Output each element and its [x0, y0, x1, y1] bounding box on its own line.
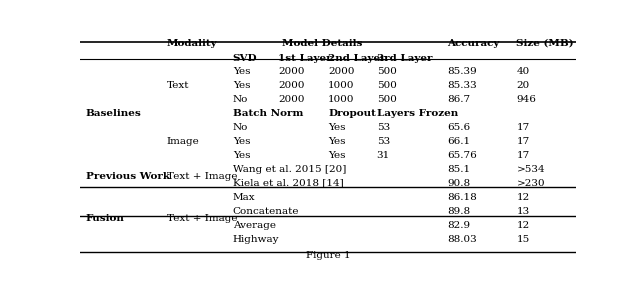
Text: 82.9: 82.9 — [447, 221, 470, 230]
Text: 13: 13 — [516, 207, 530, 216]
Text: 31: 31 — [376, 151, 390, 160]
Text: 17: 17 — [516, 151, 530, 160]
Text: 12: 12 — [516, 221, 530, 230]
Text: Figure 1: Figure 1 — [306, 251, 350, 260]
Text: Yes: Yes — [233, 67, 250, 76]
Text: Yes: Yes — [233, 137, 250, 146]
Text: Wang et al. 2015 [20]: Wang et al. 2015 [20] — [233, 165, 346, 174]
Text: 2000: 2000 — [328, 67, 355, 76]
Text: 15: 15 — [516, 235, 530, 244]
Text: 53: 53 — [376, 137, 390, 146]
Text: 2000: 2000 — [278, 95, 305, 104]
Text: 17: 17 — [516, 123, 530, 132]
Text: 90.8: 90.8 — [447, 179, 470, 188]
Text: Image: Image — [167, 137, 200, 146]
Text: 500: 500 — [376, 67, 397, 76]
Text: No: No — [233, 95, 248, 104]
Text: Yes: Yes — [328, 137, 346, 146]
Text: 1st Layer: 1st Layer — [278, 54, 332, 63]
Text: >534: >534 — [516, 165, 545, 174]
Text: 85.1: 85.1 — [447, 165, 470, 174]
Text: 86.7: 86.7 — [447, 95, 470, 104]
Text: Text: Text — [167, 81, 189, 90]
Text: Concatenate: Concatenate — [233, 207, 300, 216]
Text: 85.39: 85.39 — [447, 67, 477, 76]
Text: Layers Frozen: Layers Frozen — [376, 109, 458, 118]
Text: Average: Average — [233, 221, 276, 230]
Text: Size (MB): Size (MB) — [516, 39, 574, 48]
Text: 66.1: 66.1 — [447, 137, 470, 146]
Text: Dropout: Dropout — [328, 109, 376, 118]
Text: Accuracy: Accuracy — [447, 39, 499, 48]
Text: Yes: Yes — [233, 81, 250, 90]
Text: 40: 40 — [516, 67, 530, 76]
Text: Text + Image: Text + Image — [167, 214, 237, 223]
Text: 500: 500 — [376, 81, 397, 90]
Text: Baselines: Baselines — [86, 109, 141, 118]
Text: 65.76: 65.76 — [447, 151, 477, 160]
Text: 20: 20 — [516, 81, 530, 90]
Text: 86.18: 86.18 — [447, 193, 477, 202]
Text: Fusion: Fusion — [86, 214, 125, 223]
Text: Batch Norm: Batch Norm — [233, 109, 303, 118]
Text: 2000: 2000 — [278, 81, 305, 90]
Text: No: No — [233, 123, 248, 132]
Text: 2000: 2000 — [278, 67, 305, 76]
Text: Modality: Modality — [167, 39, 218, 48]
Text: Yes: Yes — [328, 123, 346, 132]
Text: 2nd Layer: 2nd Layer — [328, 54, 386, 63]
Text: 946: 946 — [516, 95, 536, 104]
Text: Highway: Highway — [233, 235, 279, 244]
Text: 53: 53 — [376, 123, 390, 132]
Text: Max: Max — [233, 193, 255, 202]
Text: Yes: Yes — [233, 151, 250, 160]
Text: 12: 12 — [516, 193, 530, 202]
Text: 65.6: 65.6 — [447, 123, 470, 132]
Text: Kiela et al. 2018 [14]: Kiela et al. 2018 [14] — [233, 179, 344, 188]
Text: 3rd Layer: 3rd Layer — [376, 54, 432, 63]
Text: 1000: 1000 — [328, 95, 355, 104]
Text: SVD: SVD — [233, 54, 257, 63]
Text: Text + Image: Text + Image — [167, 172, 237, 181]
Text: 85.33: 85.33 — [447, 81, 477, 90]
Text: 500: 500 — [376, 95, 397, 104]
Text: Yes: Yes — [328, 151, 346, 160]
Text: 17: 17 — [516, 137, 530, 146]
Text: 88.03: 88.03 — [447, 235, 477, 244]
Text: Previous Work: Previous Work — [86, 172, 170, 181]
Text: 89.8: 89.8 — [447, 207, 470, 216]
Text: Model Details: Model Details — [282, 39, 362, 48]
Text: 1000: 1000 — [328, 81, 355, 90]
Text: >230: >230 — [516, 179, 545, 188]
